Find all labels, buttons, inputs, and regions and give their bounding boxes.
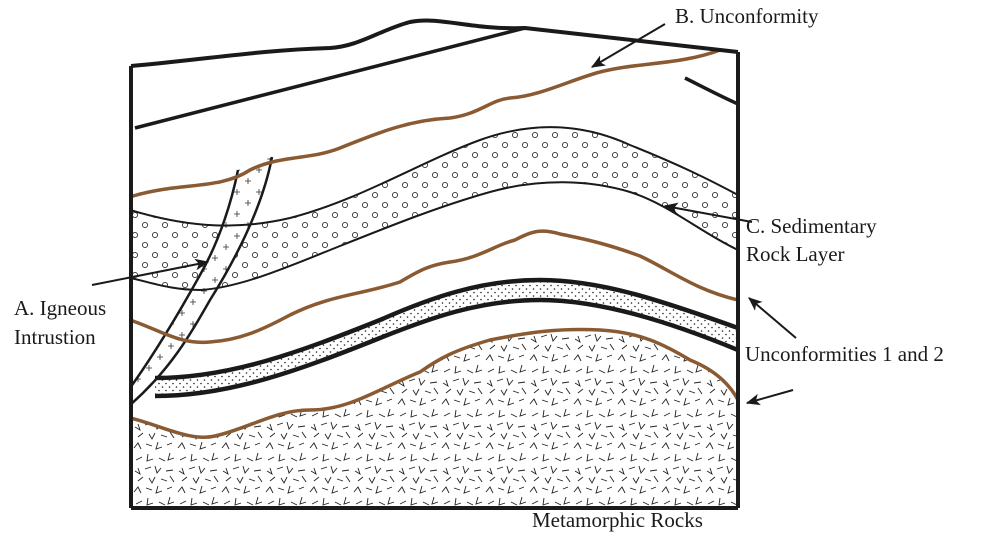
sedimentary-top-contact [130, 126, 738, 227]
arrow-a [91, 258, 210, 286]
label-metamorphic: Metamorphic Rocks [532, 508, 703, 532]
label-igneous-line1: A. Igneous [14, 296, 107, 320]
tilted-layer-lower-edge [684, 76, 738, 106]
unconformity-2 [130, 327, 738, 439]
unconformity-b [131, 48, 722, 198]
metamorphic-rock-fill [130, 329, 738, 508]
sedimentary-layer-fill [130, 127, 738, 291]
igneous-dike-left-wall [130, 169, 240, 389]
arrow-unconformity-2 [745, 389, 794, 406]
label-unconformity-b: B. Unconformity [675, 4, 819, 28]
label-sedimentary-line2: Rock Layer [746, 242, 845, 266]
land-surface [130, 18, 739, 68]
upper-tilted-contact [134, 30, 525, 130]
igneous-dike-right-wall [130, 156, 274, 406]
thick-layer-top [154, 277, 738, 381]
label-unconformities: Unconformities 1 and 2 [745, 342, 944, 366]
label-sedimentary-line1: C. Sedimentary [746, 214, 877, 238]
arrow-b [590, 23, 666, 68]
arrow-c [663, 202, 753, 223]
label-igneous-line2: Intrustion [14, 325, 96, 349]
arrow-unconformity-1 [748, 297, 797, 339]
sedimentary-bottom-contact [130, 181, 738, 292]
thick-layer-bottom [154, 297, 738, 399]
unconformity-1 [130, 229, 738, 345]
